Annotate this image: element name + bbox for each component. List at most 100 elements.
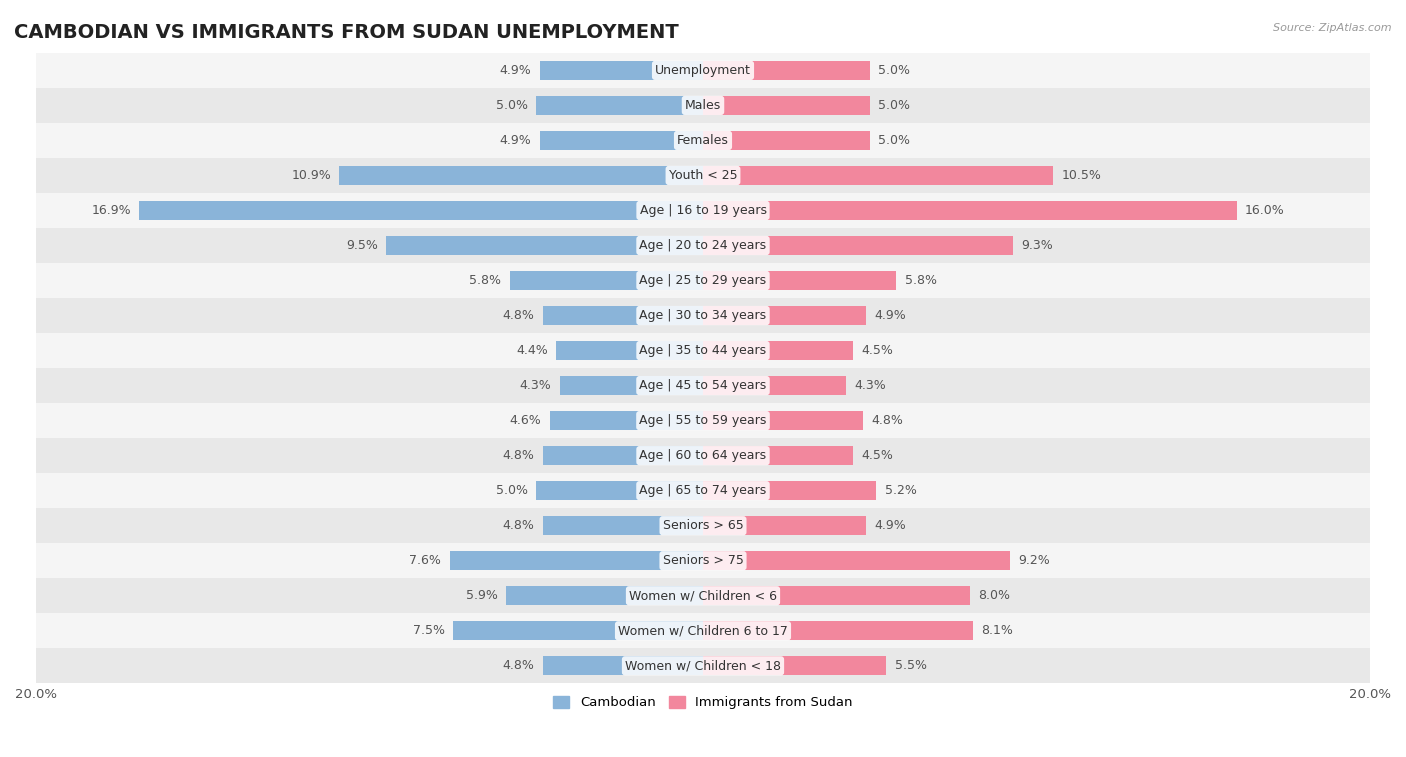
Bar (37, 333, 1369, 368)
Text: 5.2%: 5.2% (884, 484, 917, 497)
Bar (703, 341, 853, 360)
Text: 4.6%: 4.6% (509, 414, 541, 427)
Bar (543, 656, 703, 675)
Bar (37, 403, 1369, 438)
Bar (543, 446, 703, 466)
Bar (450, 551, 703, 570)
Text: 5.8%: 5.8% (905, 274, 936, 287)
Bar (37, 123, 1369, 158)
Text: Age | 30 to 34 years: Age | 30 to 34 years (640, 309, 766, 322)
Text: 16.9%: 16.9% (91, 204, 131, 217)
Bar (550, 411, 703, 430)
Text: 5.0%: 5.0% (879, 99, 910, 112)
Bar (536, 95, 703, 115)
Text: 4.8%: 4.8% (503, 519, 534, 532)
Text: 10.9%: 10.9% (291, 169, 332, 182)
Bar (703, 586, 970, 606)
Bar (506, 586, 703, 606)
Text: 5.0%: 5.0% (879, 134, 910, 147)
Bar (37, 228, 1369, 263)
Bar (703, 95, 870, 115)
Text: Age | 16 to 19 years: Age | 16 to 19 years (640, 204, 766, 217)
Text: 4.9%: 4.9% (499, 64, 531, 77)
Bar (37, 368, 1369, 403)
Legend: Cambodian, Immigrants from Sudan: Cambodian, Immigrants from Sudan (548, 690, 858, 715)
Text: 4.9%: 4.9% (499, 134, 531, 147)
Bar (453, 621, 703, 640)
Text: Women w/ Children < 6: Women w/ Children < 6 (628, 589, 778, 603)
Bar (37, 53, 1369, 88)
Bar (339, 166, 703, 185)
Text: 4.8%: 4.8% (503, 449, 534, 463)
Text: Age | 35 to 44 years: Age | 35 to 44 years (640, 344, 766, 357)
Text: 5.0%: 5.0% (496, 484, 527, 497)
Bar (703, 411, 863, 430)
Text: Youth < 25: Youth < 25 (669, 169, 737, 182)
Text: Unemployment: Unemployment (655, 64, 751, 77)
Bar (139, 201, 703, 220)
Text: 4.4%: 4.4% (516, 344, 548, 357)
Text: Age | 45 to 54 years: Age | 45 to 54 years (640, 379, 766, 392)
Text: 4.9%: 4.9% (875, 519, 907, 532)
Text: Age | 65 to 74 years: Age | 65 to 74 years (640, 484, 766, 497)
Bar (703, 376, 846, 395)
Text: 5.5%: 5.5% (894, 659, 927, 672)
Text: 4.8%: 4.8% (872, 414, 903, 427)
Text: Females: Females (678, 134, 728, 147)
Bar (703, 551, 1010, 570)
Bar (703, 481, 876, 500)
Bar (703, 61, 870, 80)
Bar (540, 131, 703, 150)
Bar (557, 341, 703, 360)
Bar (536, 481, 703, 500)
Bar (703, 131, 870, 150)
Text: 16.0%: 16.0% (1244, 204, 1285, 217)
Bar (37, 544, 1369, 578)
Bar (703, 236, 1014, 255)
Bar (37, 88, 1369, 123)
Bar (703, 201, 1237, 220)
Bar (37, 648, 1369, 684)
Bar (37, 578, 1369, 613)
Bar (703, 656, 886, 675)
Bar (387, 236, 703, 255)
Bar (560, 376, 703, 395)
Text: Age | 25 to 29 years: Age | 25 to 29 years (640, 274, 766, 287)
Bar (37, 298, 1369, 333)
Text: 10.5%: 10.5% (1062, 169, 1101, 182)
Text: Age | 20 to 24 years: Age | 20 to 24 years (640, 239, 766, 252)
Bar (703, 446, 853, 466)
Text: Women w/ Children 6 to 17: Women w/ Children 6 to 17 (619, 625, 787, 637)
Text: Seniors > 75: Seniors > 75 (662, 554, 744, 567)
Bar (37, 158, 1369, 193)
Text: 4.5%: 4.5% (862, 449, 893, 463)
Text: Age | 60 to 64 years: Age | 60 to 64 years (640, 449, 766, 463)
Text: 4.8%: 4.8% (503, 659, 534, 672)
Text: CAMBODIAN VS IMMIGRANTS FROM SUDAN UNEMPLOYMENT: CAMBODIAN VS IMMIGRANTS FROM SUDAN UNEMP… (14, 23, 679, 42)
Text: 7.5%: 7.5% (412, 625, 444, 637)
Text: Males: Males (685, 99, 721, 112)
Text: 4.8%: 4.8% (503, 309, 534, 322)
Bar (703, 271, 897, 290)
Text: 7.6%: 7.6% (409, 554, 441, 567)
Bar (543, 306, 703, 326)
Bar (37, 438, 1369, 473)
Text: 8.1%: 8.1% (981, 625, 1014, 637)
Text: Women w/ Children < 18: Women w/ Children < 18 (626, 659, 780, 672)
Text: 4.9%: 4.9% (875, 309, 907, 322)
Bar (703, 516, 866, 535)
Text: 4.3%: 4.3% (855, 379, 887, 392)
Bar (37, 473, 1369, 508)
Text: 5.0%: 5.0% (879, 64, 910, 77)
Text: 5.0%: 5.0% (496, 99, 527, 112)
Text: 5.9%: 5.9% (465, 589, 498, 603)
Bar (37, 613, 1369, 648)
Bar (543, 516, 703, 535)
Text: Age | 55 to 59 years: Age | 55 to 59 years (640, 414, 766, 427)
Text: 9.2%: 9.2% (1018, 554, 1050, 567)
Bar (37, 193, 1369, 228)
Text: 8.0%: 8.0% (979, 589, 1010, 603)
Bar (540, 61, 703, 80)
Bar (703, 306, 866, 326)
Text: Source: ZipAtlas.com: Source: ZipAtlas.com (1274, 23, 1392, 33)
